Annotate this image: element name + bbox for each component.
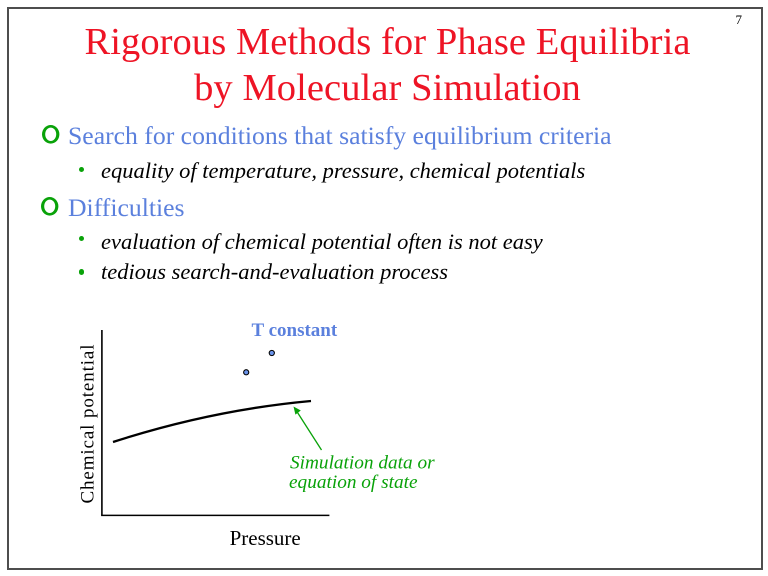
- svg-text:Simulation data or: Simulation data or: [290, 452, 435, 473]
- svg-text:Chemical potential: Chemical potential: [77, 344, 98, 504]
- svg-text:Pressure: Pressure: [230, 526, 301, 550]
- svg-text:T constant: T constant: [252, 320, 338, 341]
- svg-text:equation of state: equation of state: [289, 472, 418, 493]
